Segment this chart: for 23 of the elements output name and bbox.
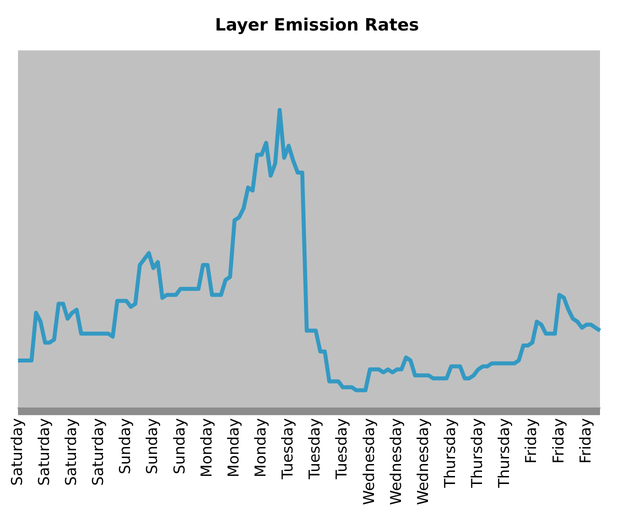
x-tick-label: Monday — [224, 418, 242, 478]
x-tick-label: Wednesday — [386, 418, 405, 505]
x-tick-label: Friday — [576, 418, 594, 464]
x-tick-label: Thursday — [495, 418, 514, 489]
x-tick-label: Saturday — [89, 418, 108, 486]
x-tick-label: Friday — [549, 418, 568, 464]
x-tick-label: Tuesday — [278, 418, 297, 480]
x-tick-label: Sunday — [143, 418, 162, 474]
x-tick-label: Sunday — [170, 418, 188, 474]
x-tick-label: Saturday — [62, 418, 80, 486]
x-tick-label: Tuesday — [306, 418, 324, 480]
x-tick-label: Friday — [522, 418, 540, 464]
x-tick-label: Tuesday — [332, 418, 351, 480]
x-tick-label: Saturday — [34, 418, 53, 486]
x-tick-label: Wednesday — [414, 418, 432, 505]
x-tick-label: Thursday — [441, 418, 460, 489]
x-tick-label: Monday — [252, 418, 270, 478]
x-tick-label: Thursday — [468, 418, 486, 489]
x-tick-label: Sunday — [116, 418, 134, 474]
chart-title: Layer Emission Rates — [215, 16, 419, 36]
x-tick-label: Wednesday — [360, 418, 378, 505]
x-tick-label: Saturday — [8, 418, 26, 486]
x-tick-label: Monday — [197, 418, 216, 478]
